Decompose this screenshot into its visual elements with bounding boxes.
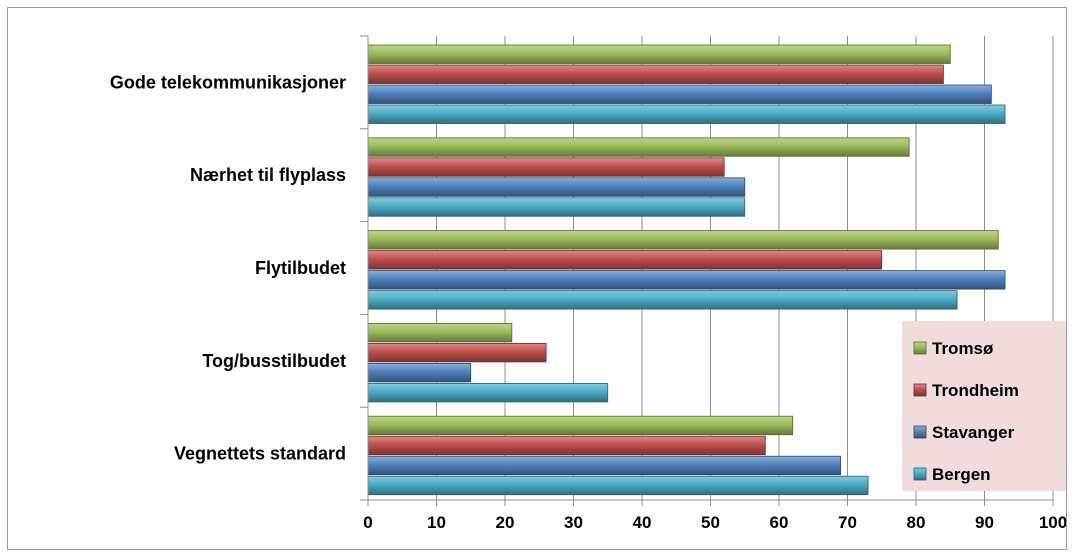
category-label: Vegnettets standard bbox=[174, 444, 346, 464]
bar-tromsø-1 bbox=[367, 137, 910, 157]
legend-label-tromsø: Tromsø bbox=[932, 339, 994, 358]
x-tick-label: 90 bbox=[975, 513, 994, 532]
chart-frame: Gode telekommunikasjoner Nærhet til flypl… bbox=[7, 7, 1067, 550]
legend-swatch-bergen bbox=[913, 467, 927, 481]
x-tick-label: 40 bbox=[633, 513, 652, 532]
bars bbox=[367, 44, 1006, 496]
category-label: Gode telekommunikasjoner bbox=[110, 72, 346, 92]
x-tick-label: 10 bbox=[427, 513, 446, 532]
bar-stavanger-0 bbox=[367, 84, 992, 104]
bar-chart: Gode telekommunikasjoner Nærhet til flypl… bbox=[110, 35, 1066, 532]
legend: Tromsø Trondheim Stavanger Bergen bbox=[902, 321, 1066, 491]
bar-tromsø-0 bbox=[367, 44, 951, 64]
bar-trondheim-0 bbox=[367, 64, 944, 84]
x-tick-label: 30 bbox=[564, 513, 583, 532]
bar-bergen-3 bbox=[367, 382, 609, 403]
bar-tromsø-2 bbox=[367, 230, 999, 250]
bar-stavanger-3 bbox=[367, 362, 472, 383]
bar-stavanger-2 bbox=[367, 270, 1006, 290]
x-tick-label: 0 bbox=[363, 513, 372, 532]
x-tick-label: 20 bbox=[496, 513, 515, 532]
axes bbox=[360, 35, 1054, 506]
axis-labels: Gode telekommunikasjoner Nærhet til flypl… bbox=[110, 72, 1066, 532]
legend-label-trondheim: Trondheim bbox=[932, 381, 1019, 400]
bar-bergen-4 bbox=[367, 475, 869, 496]
bar-bergen-1 bbox=[367, 197, 746, 217]
bar-trondheim-3 bbox=[367, 342, 547, 363]
legend-swatch-trondheim bbox=[913, 383, 927, 397]
x-tick-label: 70 bbox=[838, 513, 857, 532]
bar-stavanger-4 bbox=[367, 455, 842, 476]
bar-bergen-2 bbox=[367, 290, 958, 310]
category-label: Tog/busstilbudet bbox=[202, 351, 346, 371]
x-tick-label: 60 bbox=[770, 513, 789, 532]
legend-swatch-stavanger bbox=[913, 425, 927, 439]
bar-bergen-0 bbox=[367, 104, 1006, 124]
bar-trondheim-1 bbox=[367, 157, 725, 177]
legend-box bbox=[902, 321, 1066, 491]
bar-tromsø-4 bbox=[367, 415, 794, 436]
category-label: Nærhet til flyplass bbox=[190, 165, 346, 185]
legend-label-bergen: Bergen bbox=[932, 465, 991, 484]
category-label: Flytilbudet bbox=[255, 258, 346, 278]
bar-trondheim-2 bbox=[367, 250, 883, 270]
legend-label-stavanger: Stavanger bbox=[932, 423, 1015, 442]
legend-swatch-tromsø bbox=[913, 341, 927, 355]
x-tick-label: 50 bbox=[701, 513, 720, 532]
x-tick-label: 100 bbox=[1039, 513, 1066, 532]
bar-trondheim-4 bbox=[367, 435, 766, 456]
bar-tromsø-3 bbox=[367, 322, 513, 343]
bar-stavanger-1 bbox=[367, 177, 746, 197]
x-tick-label: 80 bbox=[907, 513, 926, 532]
